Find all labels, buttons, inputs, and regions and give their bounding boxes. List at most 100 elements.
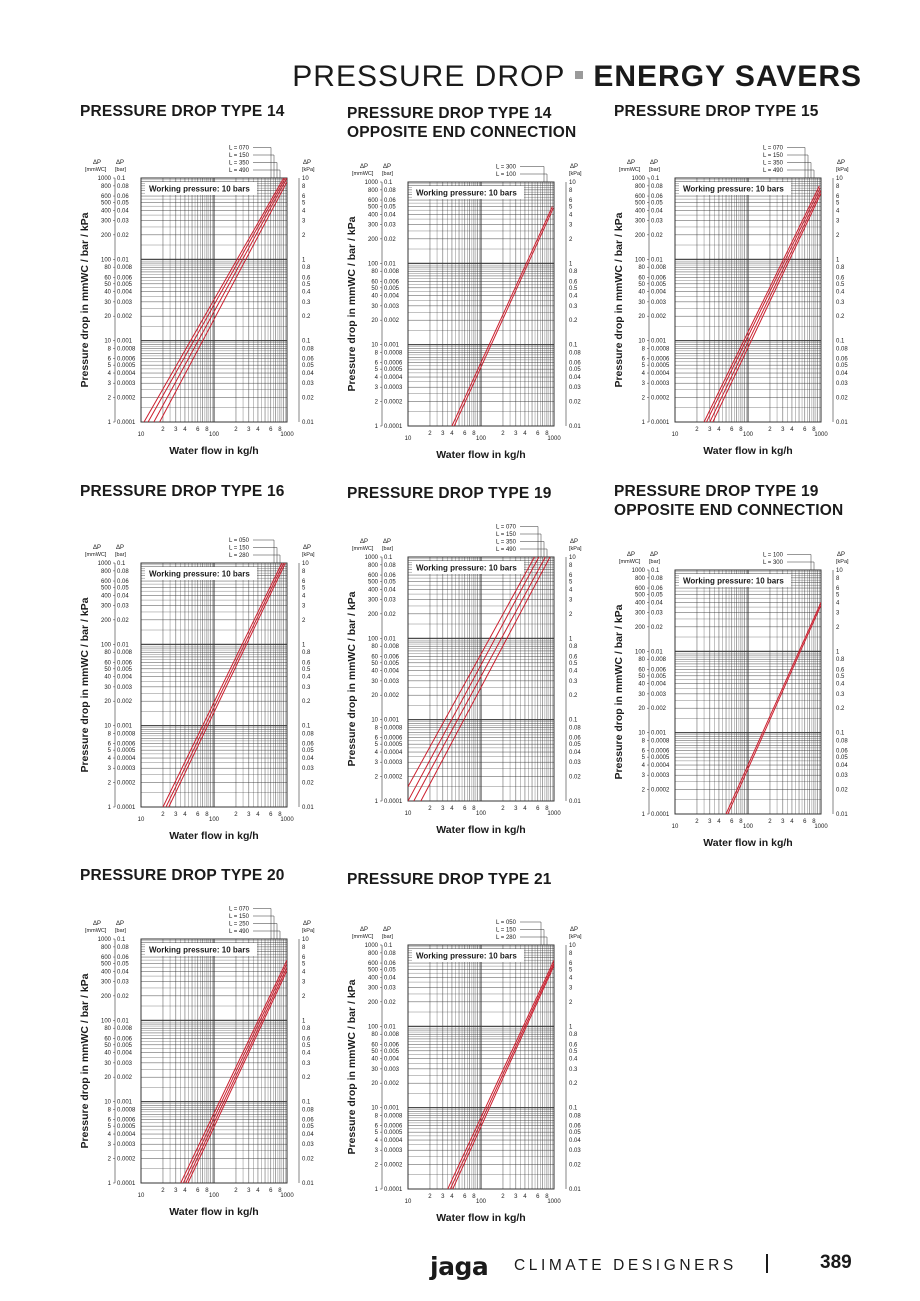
series-lines: [703, 185, 821, 422]
mmwc-tick-label: 6: [375, 736, 379, 742]
series-line: [449, 962, 554, 1189]
kpa-tick-label: 2: [569, 1000, 573, 1006]
legend-leader-line: [787, 162, 812, 178]
kpa-tick-label: 0.01: [836, 420, 848, 426]
legend-entry: L = 070: [496, 525, 517, 531]
kpa-tick-label: 2: [569, 612, 573, 618]
x-tick-label: 10: [405, 436, 412, 442]
bar-tick-label: 0.003: [117, 685, 133, 691]
legend-leader-line: [787, 554, 812, 570]
chart-title: PRESSURE DROP TYPE 15: [614, 103, 819, 120]
kpa-tick-label: 0.4: [836, 290, 845, 296]
kpa-tick-label: 0.08: [302, 732, 314, 738]
bar-axis-unit: [bar]: [115, 167, 126, 173]
bar-tick-label: 0.03: [117, 604, 129, 610]
mmwc-tick-label: 3: [375, 1148, 379, 1154]
x-tick-label: 2: [161, 812, 165, 818]
kpa-tick-label: 0.04: [569, 375, 581, 381]
bar-tick-label: 0.0008: [117, 1108, 136, 1114]
kpa-tick-label: 6: [569, 961, 573, 967]
bar-tick-label: 0.006: [384, 654, 400, 660]
bar-tick-label: 0.0005: [117, 748, 136, 754]
x-tick-label: 8: [812, 819, 816, 825]
x-tick-label: 1000: [280, 817, 294, 823]
mmwc-tick-label: 4: [642, 371, 646, 377]
kpa-tick-label: 0.02: [569, 1163, 581, 1169]
x-tick-label: 10: [138, 817, 145, 823]
bar-tick-label: 0.0003: [384, 385, 403, 391]
x-tick-label: 6: [536, 806, 540, 812]
kpa-tick-label: 0.8: [569, 269, 578, 275]
legend-entry: L = 280: [229, 553, 250, 559]
bar-tick-label: 0.0008: [384, 351, 403, 357]
kpa-tick-label: 5: [302, 200, 306, 206]
kpa-tick-label: 0.5: [302, 282, 311, 288]
x-tick-label: 2: [501, 431, 505, 437]
kpa-tick-label: 0.5: [836, 674, 845, 680]
bar-axis-symbol: ΔP: [383, 927, 391, 933]
bar-tick-label: 0.0001: [117, 1181, 136, 1187]
kpa-tick-label: 0.02: [569, 775, 581, 781]
bar-tick-label: 0.02: [384, 237, 396, 243]
bar-tick-label: 0.0003: [651, 381, 670, 387]
kpa-tick-label: 8: [836, 184, 840, 190]
bar-tick-label: 0.005: [651, 674, 667, 680]
x-tick-label: 8: [545, 806, 549, 812]
bar-tick-label: 0.005: [384, 661, 400, 667]
kpa-tick-label: 0.02: [569, 400, 581, 406]
kpa-tick-label: 1: [302, 1018, 306, 1024]
bar-tick-label: 0.01: [117, 642, 129, 648]
legend-leader-line: [253, 547, 278, 563]
kpa-tick-label: 8: [302, 945, 306, 951]
kpa-tick-label: 6: [836, 194, 840, 200]
kpa-tick-label: 0.2: [569, 1081, 578, 1087]
x-tick-label: 6: [196, 1188, 200, 1194]
bar-tick-label: 0.1: [651, 176, 660, 182]
series-lines: [447, 960, 554, 1189]
kpa-tick-label: 0.05: [302, 363, 314, 369]
bar-tick-label: 0.01: [117, 257, 129, 263]
bar-tick-label: 0.003: [384, 304, 400, 310]
x-tick-label: 8: [739, 819, 743, 825]
kpa-tick-label: 4: [302, 593, 306, 599]
mmwc-tick-label: 1: [375, 424, 379, 430]
bar-tick-label: 0.0006: [384, 736, 403, 742]
kpa-tick-label: 0.04: [302, 756, 314, 762]
kpa-axis-unit: [kPa]: [569, 934, 582, 940]
y-axis-label: Pressure drop in mmWC / bar / kPa: [79, 973, 91, 1148]
y-axis-label: Pressure drop in mmWC / bar / kPa: [79, 597, 91, 772]
legend-entry: L = 300: [496, 165, 517, 171]
series-line: [706, 187, 821, 422]
bar-tick-label: 0.0001: [117, 420, 136, 426]
legend-leader-line: [787, 169, 815, 178]
mmwc-tick-label: 50: [371, 1049, 378, 1055]
chart-grid: [140, 177, 288, 423]
x-tick-label: 4: [256, 1188, 260, 1194]
kpa-axis-symbol: ΔP: [570, 927, 578, 933]
mmwc-tick-label: 50: [371, 661, 378, 667]
mmwc-tick-label: 3: [108, 1142, 112, 1148]
kpa-tick-label: 0.6: [569, 1042, 578, 1048]
legend-entry: L = 150: [763, 153, 784, 159]
bar-tick-label: 0.0008: [651, 739, 670, 745]
bar-tick-label: 0.05: [384, 579, 396, 585]
legend-entry: L = 350: [229, 161, 250, 167]
pressure-drop-chart: 1000 0.1 10 800 0.08 8 600 0.06 6 500 0.05 5 400 0.04…: [613, 146, 849, 458]
plot-frame: [407, 556, 555, 802]
kpa-tick-label: 0.02: [302, 1157, 314, 1163]
bar-tick-label: 0.02: [651, 625, 663, 631]
legend-leader-line: [520, 173, 548, 182]
x-tick-label: 100: [743, 824, 754, 830]
bar-tick-label: 0.001: [117, 1100, 133, 1106]
x-tick-label: 4: [523, 806, 527, 812]
mmwc-tick-label: 600: [635, 194, 646, 200]
mmwc-tick-label: 30: [371, 679, 378, 685]
kpa-tick-label: 3: [569, 598, 573, 604]
chart-grid: [140, 562, 288, 808]
mmwc-axis-symbol: ΔP: [360, 539, 368, 545]
mmwc-tick-label: 300: [635, 219, 646, 225]
mmwc-tick-label: 40: [104, 290, 111, 296]
legend-leader-line: [253, 915, 275, 939]
kpa-tick-label: 0.3: [836, 692, 845, 698]
pressure-drop-chart: 1000 0.1 10 800 0.08 8 600 0.06 6 500 0.05 5 400 0.04…: [613, 552, 849, 849]
